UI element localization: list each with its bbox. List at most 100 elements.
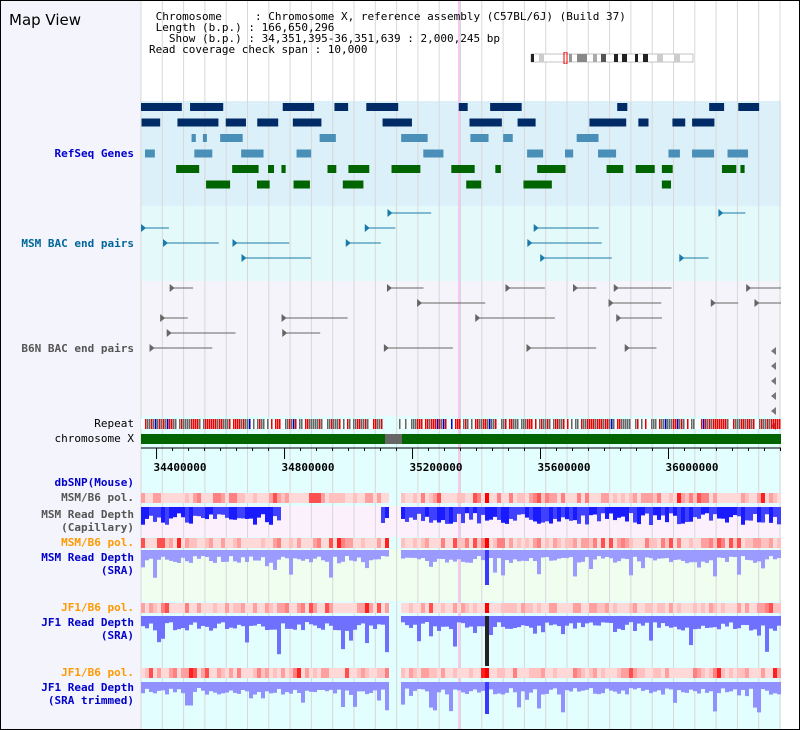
jf1-pol-sra: [729, 603, 733, 613]
jf1-pol-sra: [521, 603, 525, 613]
dbsnp-link[interactable]: dbSNP(Mouse): [54, 476, 134, 489]
jf1-pol-trim: [425, 668, 429, 678]
msm-pol-capillary: [709, 493, 713, 503]
msm-pol-sra: [273, 538, 277, 548]
jf1-depth-trim: [489, 682, 493, 690]
gene-feature: [495, 165, 501, 173]
repeat-element: [459, 419, 461, 429]
jf1-pol-sra: [629, 603, 633, 613]
repeat-element: [477, 419, 479, 429]
repeat-element: [775, 419, 777, 429]
msm-depth-sra: [753, 550, 757, 563]
msm-pol-sra: [169, 538, 173, 548]
jf1-depth-sra: [625, 616, 629, 625]
jf1-pol-sra: [353, 603, 357, 613]
jf1-depth-trim: [433, 682, 437, 711]
repeat-element: [355, 419, 357, 429]
repeat-element: [673, 419, 675, 429]
jf1-pol-trim: [245, 668, 249, 678]
repeat-element: [221, 419, 223, 429]
jf1-depth-trim: [413, 682, 417, 691]
jf1-pol-trim: [529, 668, 533, 678]
repeat-element: [407, 419, 409, 429]
repeat-element: [235, 419, 237, 429]
jf1-pol-trim: [189, 668, 193, 678]
msm-depth-sra-label[interactable]: MSM Read Depth (SRA): [41, 551, 134, 577]
jf1-depth-trim: [465, 682, 469, 694]
repeat-element: [521, 419, 523, 429]
jf1-pol-sra: [345, 603, 349, 613]
msm-depth-sra: [281, 550, 285, 557]
jf1-depth-sra: [697, 616, 701, 629]
gene-feature: [144, 149, 155, 158]
repeat-element: [263, 419, 265, 429]
jf1-pol-trimmed-label[interactable]: JF1/B6 pol.: [61, 666, 134, 679]
jf1-pol-trim: [757, 668, 761, 678]
refseq-genes-link[interactable]: RefSeq Genes: [54, 147, 134, 160]
repeat-element: [141, 419, 143, 429]
msm-pol-capillary: [293, 493, 297, 503]
jf1-pol-sra: [645, 603, 649, 613]
msm-pol-sra: [661, 538, 665, 548]
repeat-element: [319, 419, 321, 429]
jf1-depth-trim: [749, 682, 753, 689]
jf1-pol-sra-label[interactable]: JF1/B6 pol.: [61, 601, 134, 614]
gene-feature: [727, 149, 749, 158]
msm-pol-sra-label[interactable]: MSM/B6 pol.: [61, 536, 134, 549]
repeat-element: [677, 419, 679, 429]
jf1-depth-sra: [405, 616, 409, 626]
repeat-element: [293, 419, 295, 429]
jf1-depth-trim: [613, 682, 617, 692]
repeat-element: [699, 419, 701, 429]
msm-pol-capillary: [457, 493, 461, 503]
jf1-depth-sra: [377, 616, 381, 625]
repeat-element: [325, 419, 327, 429]
msm-depth-sra: [293, 550, 297, 559]
gene-feature: [391, 165, 421, 173]
jf1-pol-sra: [505, 603, 509, 613]
repeat-element: [733, 419, 735, 429]
jf1-pol-trim: [365, 668, 369, 678]
jf1-pol-trim: [349, 668, 353, 678]
repeat-element: [589, 419, 591, 429]
msm-pol-sra: [525, 538, 529, 548]
msm-bac-pair-end: [163, 239, 169, 247]
repeat-element: [737, 419, 739, 429]
jf1-pol-sra: [777, 603, 781, 613]
jf1-depth-sra: [681, 616, 685, 631]
repeat-element: [729, 419, 731, 429]
repeat-element: [311, 419, 313, 429]
msm-depth-sra: [665, 550, 669, 559]
repeat-element: [697, 419, 699, 429]
msm-bac-pair-end: [364, 224, 370, 232]
jf1-pol-sra: [549, 603, 553, 613]
msm-depth-sra: [589, 550, 593, 570]
repeat-element: [487, 419, 489, 429]
gene-feature: [241, 149, 264, 158]
jf1-depth-sra: [493, 616, 497, 627]
msm-pol-capillary: [745, 493, 749, 503]
msm-pol-capillary: [649, 493, 653, 503]
msm-pol-capillary: [337, 493, 341, 503]
msm-pol-capillary: [329, 493, 333, 503]
jf1-depth-trim: [725, 682, 729, 693]
repeat-element: [171, 419, 173, 429]
jf1-depth-trim: [545, 682, 549, 694]
repeat-element: [219, 419, 221, 429]
scale-tick-label: 34400000: [153, 461, 207, 474]
jf1-pol-sra: [609, 603, 613, 613]
jf1-pol-trim: [597, 668, 601, 678]
msm-pol-sra: [765, 538, 769, 548]
jf1-depth-trimmed-label[interactable]: JF1 Read Depth (SRA trimmed): [41, 681, 134, 707]
jf1-depth-sra: [273, 616, 277, 630]
msm-pol-sra: [461, 538, 465, 548]
msm-depth-sra: [249, 550, 253, 557]
jf1-depth-sra-label[interactable]: JF1 Read Depth (SRA): [41, 616, 134, 642]
msm-bac-label[interactable]: MSM BAC end pairs: [21, 237, 134, 250]
msm-pol-capillary: [401, 493, 405, 503]
chromosome-ideogram[interactable]: [529, 52, 699, 64]
b6n-bac-pair-end: [383, 344, 389, 352]
msm-depth-sra: [413, 550, 417, 558]
gene-feature: [206, 180, 231, 189]
